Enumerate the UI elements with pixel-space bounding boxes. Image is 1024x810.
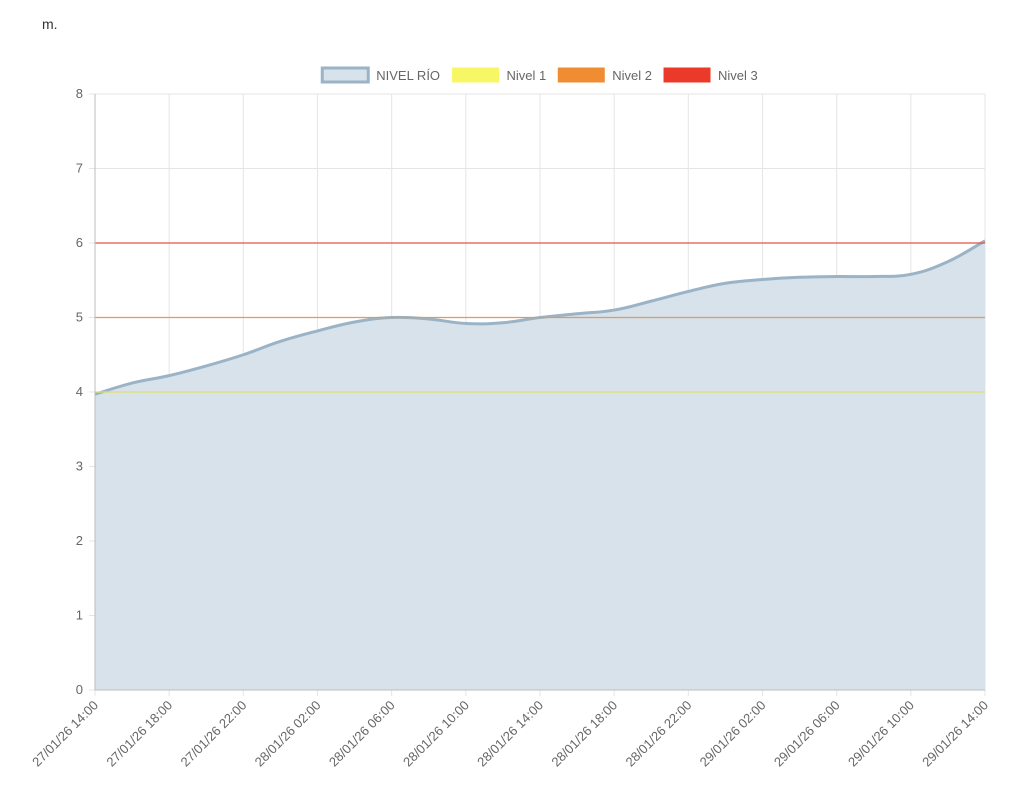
x-tick-label: 28/01/26 22:00 (623, 698, 695, 770)
legend-label: Nivel 3 (718, 68, 758, 83)
y-tick-label: 2 (76, 533, 83, 548)
legend-swatch (663, 67, 711, 83)
x-tick-label: 28/01/26 10:00 (400, 698, 472, 770)
x-tick-label: 29/01/26 14:00 (919, 698, 991, 770)
river-level-area-fill (95, 240, 985, 690)
x-tick-label: 28/01/26 18:00 (548, 698, 620, 770)
legend: NIVEL RÍO Nivel 1 Nivel 2 Nivel 3 (320, 66, 758, 84)
legend-label: Nivel 2 (612, 68, 652, 83)
legend-swatch (452, 67, 500, 83)
y-tick-label: 6 (76, 235, 83, 250)
y-tick-label: 5 (76, 310, 83, 325)
y-tick-label: 3 (76, 459, 83, 474)
y-unit-label: m. (42, 16, 58, 32)
legend-swatch (320, 66, 370, 84)
x-tick-label: 27/01/26 22:00 (178, 698, 250, 770)
x-tick-label: 29/01/26 02:00 (697, 698, 769, 770)
x-tick-label: 27/01/26 14:00 (29, 698, 101, 770)
y-tick-label: 7 (76, 161, 83, 176)
x-tick-label: 29/01/26 10:00 (845, 698, 917, 770)
y-tick-label: 4 (76, 384, 83, 399)
legend-label: NIVEL RÍO (376, 68, 440, 83)
x-tick-label: 28/01/26 06:00 (326, 698, 398, 770)
legend-swatch (557, 67, 605, 83)
x-tick-label: 29/01/26 06:00 (771, 698, 843, 770)
x-tick-label: 27/01/26 18:00 (103, 698, 175, 770)
y-tick-label: 1 (76, 608, 83, 623)
y-tick-label: 0 (76, 682, 83, 697)
x-tick-label: 28/01/26 14:00 (474, 698, 546, 770)
threshold-lines (95, 242, 985, 393)
x-tick-label: 28/01/26 02:00 (252, 698, 324, 770)
legend-label: Nivel 1 (507, 68, 547, 83)
y-tick-label: 8 (76, 86, 83, 101)
